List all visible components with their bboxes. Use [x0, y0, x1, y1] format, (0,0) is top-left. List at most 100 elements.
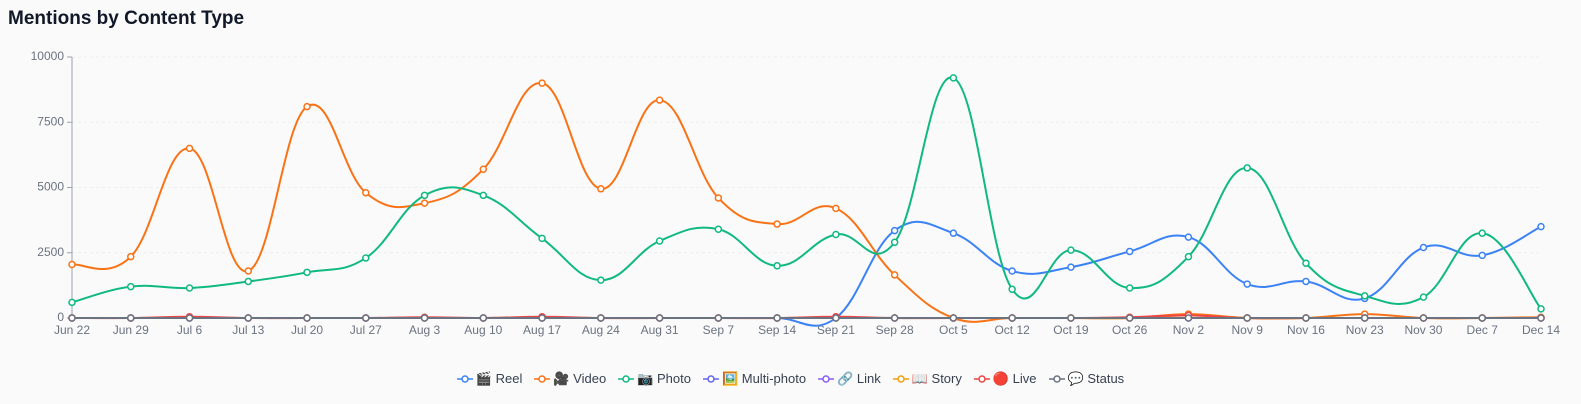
data-point	[1243, 280, 1251, 288]
legend-label: 🎬 Reel	[475, 371, 523, 386]
legend-item[interactable]: 🎥 Video	[534, 371, 606, 387]
x-tick-label: Jul 27	[350, 323, 382, 337]
data-point	[303, 102, 311, 111]
legend-marker	[538, 375, 547, 383]
data-point	[68, 260, 76, 269]
legend-swatch	[456, 375, 473, 383]
data-point	[1184, 252, 1193, 261]
y-tick-label: 10000	[31, 49, 65, 63]
legend-marker	[1052, 375, 1061, 383]
data-point	[538, 234, 546, 243]
legend-marker	[978, 375, 986, 383]
data-point	[1419, 243, 1428, 252]
legend-item[interactable]: 🔴 Live	[973, 371, 1037, 387]
x-tick-label: Sep 7	[703, 323, 735, 337]
legend-marker	[707, 375, 715, 383]
legend-label: 💬 Status	[1067, 371, 1125, 386]
chart-title: Mentions by Content Type	[8, 8, 245, 29]
data-point	[1360, 314, 1369, 322]
y-tick-label: 2500	[37, 245, 64, 259]
x-tick-label: Aug 24	[582, 323, 620, 337]
legend-item[interactable]: 📖 Story	[892, 371, 962, 387]
data-point	[1184, 314, 1193, 322]
data-point	[538, 314, 546, 322]
legend-marker	[822, 375, 830, 383]
data-point	[420, 314, 429, 322]
data-point	[1243, 164, 1251, 172]
data-point	[949, 229, 958, 237]
legend: 🎬 Reel 🎥 Video 📷 Photo 🖼️ Multi-photo 🔗 Link…	[0, 371, 1581, 387]
legend-item[interactable]: 🖼️ Multi-photo	[702, 371, 806, 387]
data-point	[479, 191, 488, 200]
data-point	[303, 314, 311, 322]
x-tick-label: Nov 23	[1346, 323, 1384, 337]
x-tick-label: Oct 5	[939, 323, 968, 337]
legend-label: 🔗 Link	[837, 371, 881, 386]
data-point	[1008, 267, 1016, 275]
data-point	[773, 314, 781, 322]
data-point	[832, 314, 840, 322]
legend-swatch	[618, 375, 635, 383]
legend-label: 📷 Photo	[637, 371, 691, 386]
data-point	[714, 194, 723, 202]
data-point	[1478, 229, 1486, 237]
series-line	[72, 220, 1542, 327]
data-point	[244, 277, 253, 286]
data-point	[244, 267, 253, 275]
data-point	[1537, 314, 1545, 322]
data-point	[1008, 285, 1016, 294]
x-tick-label: Jun 22	[54, 323, 90, 337]
x-tick-label: Nov 16	[1287, 323, 1325, 337]
data-point	[362, 254, 370, 262]
legend-item[interactable]: 🎬 Reel	[456, 371, 523, 387]
legend-item[interactable]: 🔗 Link	[818, 371, 881, 387]
legend-item[interactable]: 📷 Photo	[618, 371, 691, 387]
x-tick-label: Aug 31	[641, 323, 679, 337]
x-tick-label: Jul 13	[232, 323, 264, 337]
x-tick-label: Nov 2	[1173, 323, 1205, 337]
data-point	[244, 314, 253, 322]
data-point	[420, 191, 429, 200]
data-point	[362, 314, 370, 322]
data-point	[127, 252, 135, 261]
legend-label: 📖 Story	[911, 371, 962, 386]
series-line	[71, 76, 1542, 310]
data-point	[1419, 314, 1428, 322]
data-point	[1537, 305, 1545, 313]
data-point	[655, 237, 664, 245]
x-tick-label: Oct 19	[1053, 323, 1089, 337]
data-point	[185, 284, 194, 292]
data-point	[773, 262, 781, 270]
data-point	[890, 226, 899, 235]
data-point	[1067, 314, 1075, 322]
x-tick-label: Aug 17	[523, 323, 561, 337]
data-point	[68, 314, 76, 322]
legend-swatch	[818, 375, 835, 383]
data-point	[1125, 247, 1134, 256]
data-point	[655, 314, 664, 322]
data-point	[1125, 284, 1134, 292]
data-point	[1478, 251, 1486, 260]
data-point	[68, 298, 76, 307]
chart: 0 2500 5000 7500 10000 Jun 22 Jun 29 Jul 6 Jul 1…	[31, 49, 1561, 337]
data-point	[949, 314, 958, 322]
legend-label: 🔴 Live	[992, 371, 1037, 386]
legend-swatch	[534, 375, 551, 383]
data-point	[597, 314, 605, 322]
data-point	[1008, 314, 1016, 322]
data-point	[479, 314, 488, 322]
x-tick-label: Sep 14	[758, 323, 796, 337]
legend-item[interactable]: 💬 Status	[1048, 371, 1125, 387]
data-point	[890, 238, 899, 247]
data-point	[1537, 222, 1545, 231]
data-point	[714, 225, 723, 234]
data-point	[420, 199, 429, 207]
data-point	[1302, 259, 1310, 267]
data-point	[1243, 314, 1251, 322]
data-point	[362, 188, 370, 197]
data-point	[303, 268, 311, 277]
legend-marker	[622, 375, 630, 383]
legend-label: 🎥 Video	[553, 371, 607, 386]
data-point	[1184, 233, 1193, 241]
legend-marker	[461, 375, 469, 383]
